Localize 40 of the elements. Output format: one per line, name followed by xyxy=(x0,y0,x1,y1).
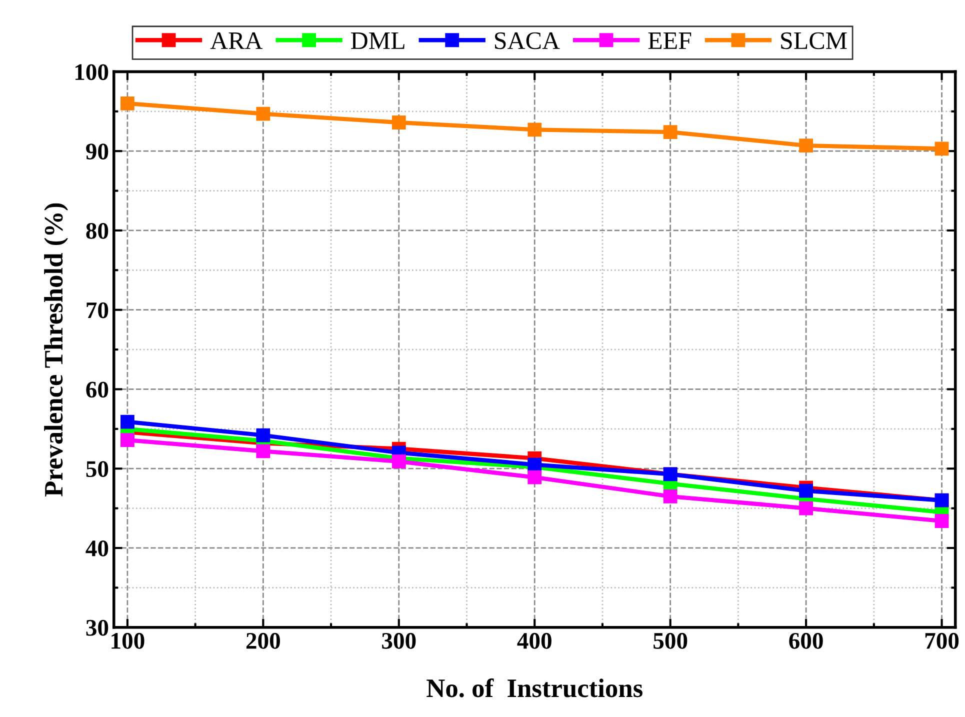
point xyxy=(120,414,134,429)
point xyxy=(528,458,542,472)
legend-label: ARA xyxy=(210,32,263,49)
point xyxy=(392,116,406,130)
x-tick-label: 100 xyxy=(112,632,144,649)
point xyxy=(256,106,270,121)
y-tick-label: 50 xyxy=(86,461,108,478)
point xyxy=(934,142,949,156)
point xyxy=(799,484,813,498)
point xyxy=(120,96,134,110)
y-tick-label: 70 xyxy=(86,302,108,318)
x-tick-label: 400 xyxy=(517,632,552,649)
point xyxy=(256,428,270,442)
x-tick-label: 300 xyxy=(382,632,416,649)
point xyxy=(392,454,406,468)
point xyxy=(934,514,949,528)
y-tick-label: 90 xyxy=(86,144,108,160)
y-tick-label: 80 xyxy=(86,222,108,239)
point xyxy=(528,122,542,137)
y-tick-label: 100 xyxy=(75,64,108,80)
y-axis-title: Prevalence Threshold (%) xyxy=(44,203,68,496)
x-tick-label: 500 xyxy=(654,632,688,649)
x-axis-title: No. of Instructions xyxy=(426,678,642,698)
x-tick-label: 200 xyxy=(246,632,280,649)
point xyxy=(120,433,134,447)
point xyxy=(663,489,678,504)
legend-label: SLCM xyxy=(781,32,847,50)
legend-label: DML xyxy=(351,32,404,49)
legend-label: EEF xyxy=(648,32,692,49)
point xyxy=(799,138,813,152)
point xyxy=(528,470,542,484)
point xyxy=(799,501,813,516)
point xyxy=(663,125,678,139)
y-tick-label: 40 xyxy=(86,540,108,556)
y-tick-label: 60 xyxy=(86,382,108,398)
x-tick-label: 700 xyxy=(925,632,959,649)
x-tick-label: 600 xyxy=(789,632,823,649)
point xyxy=(256,444,270,458)
legend-label: SACA xyxy=(495,32,560,50)
y-tick-label: 30 xyxy=(86,620,108,636)
